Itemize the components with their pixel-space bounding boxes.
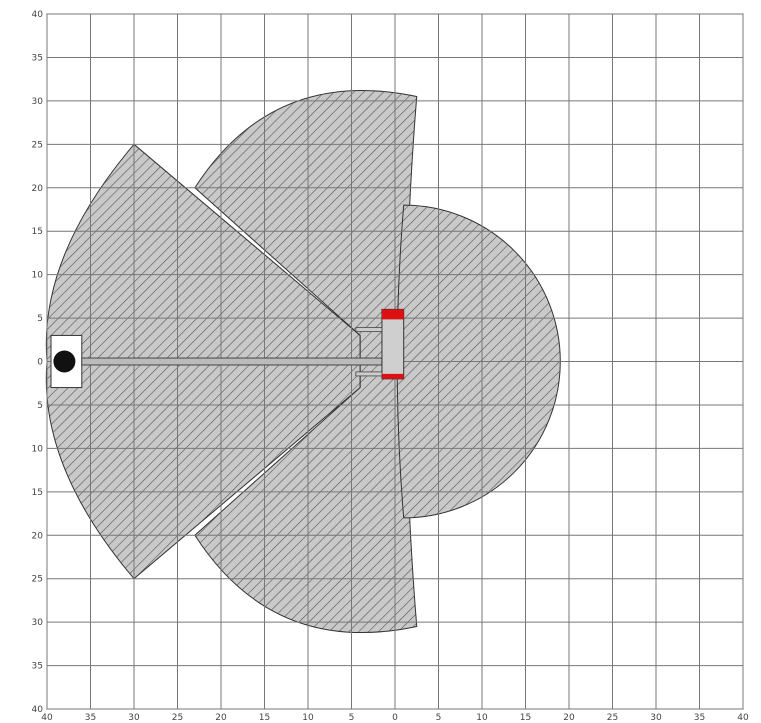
vehicle-body <box>381 308 405 380</box>
y-tick-labels: 40 35 30 25 20 15 10 5 0 5 10 15 20 25 30 35 40 <box>32 10 44 715</box>
outrigger-top <box>355 327 383 333</box>
x-tick-label: 30 <box>650 713 662 723</box>
load-point <box>53 350 76 373</box>
x-tick-label: 35 <box>694 713 705 723</box>
vehicle-cab <box>381 309 404 320</box>
x-tick-label: 40 <box>41 713 53 723</box>
y-tick-label: 5 <box>37 401 43 411</box>
y-tick-label: 10 <box>32 444 44 454</box>
y-tick-label: 15 <box>32 227 43 237</box>
x-tick-label: 5 <box>349 713 355 723</box>
y-tick-label: 30 <box>32 618 44 628</box>
x-tick-label: 15 <box>259 713 270 723</box>
y-tick-label: 40 <box>32 705 44 715</box>
y-tick-label: 25 <box>32 140 43 150</box>
y-tick-label: 20 <box>32 531 44 541</box>
x-tick-label: 10 <box>302 713 314 723</box>
boom <box>81 357 383 366</box>
y-tick-label: 5 <box>37 314 43 324</box>
x-tick-label: 25 <box>607 713 618 723</box>
x-tick-label: 30 <box>128 713 140 723</box>
outrigger-bottom <box>355 371 383 377</box>
x-tick-label: 5 <box>436 713 442 723</box>
x-tick-label: 10 <box>476 713 488 723</box>
y-tick-label: 25 <box>32 575 43 585</box>
x-tick-label: 20 <box>215 713 227 723</box>
y-tick-label: 0 <box>37 358 43 368</box>
vehicle-rear <box>381 373 404 379</box>
x-tick-label: 15 <box>520 713 531 723</box>
x-tick-label: 20 <box>563 713 575 723</box>
x-tick-label: 0 <box>392 713 398 723</box>
y-tick-label: 35 <box>32 53 43 63</box>
y-tick-label: 20 <box>32 184 44 194</box>
y-tick-label: 10 <box>32 271 44 281</box>
y-tick-label: 35 <box>32 662 43 672</box>
y-tick-label: 15 <box>32 488 43 498</box>
x-tick-labels: 40 35 30 25 20 15 10 5 0 5 10 15 20 25 30 35 40 <box>41 713 749 723</box>
x-tick-label: 35 <box>85 713 96 723</box>
y-tick-label: 40 <box>32 10 44 20</box>
vehicle-and-load <box>50 308 405 389</box>
y-tick-label: 30 <box>32 97 44 107</box>
x-tick-label: 25 <box>172 713 183 723</box>
x-tick-label: 40 <box>737 713 749 723</box>
